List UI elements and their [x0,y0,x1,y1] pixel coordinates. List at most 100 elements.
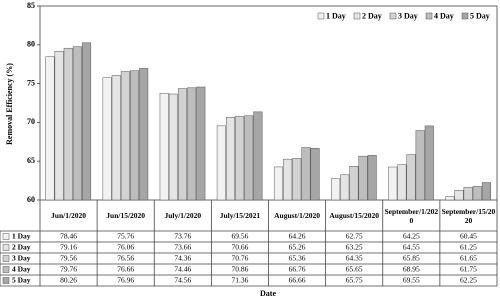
bar [388,166,398,201]
table-cell: 74.36 [174,254,191,263]
bar [102,77,112,201]
table-cell: 76.96 [117,276,134,285]
table-swatch [2,266,10,273]
y-tick-label: 65 [27,156,35,165]
x-tick-label-box: July/15/2021 [219,211,261,220]
legend-swatch [389,12,397,20]
table-swatch [2,233,10,240]
legend-swatch [317,12,325,20]
bar [367,155,377,201]
bar [244,115,254,201]
table-cell: 80.26 [60,276,77,285]
bar [72,46,82,201]
bar [415,130,425,201]
table-cell: 65.26 [289,243,306,252]
x-tick-label: Jun/1/2020 [51,211,87,220]
legend-swatch [353,12,361,20]
table-cell: 64.55 [403,243,420,252]
bar [159,92,169,201]
table-cell: 73.76 [174,232,191,241]
table-cell: 66.66 [289,276,306,285]
table-swatch [2,255,10,262]
x-tick-label-box: August/15/2020 [329,211,379,220]
bar [168,93,178,201]
x-tick-label-box: Jun/15/2020 [106,211,146,220]
table-cell: 61.65 [460,254,477,263]
bar [472,186,482,201]
x-tick-label: September/15/2020 [441,206,496,225]
legend-label: 4 Day [434,11,454,20]
legend-swatch [461,12,469,20]
y-tick-label: 60 [27,195,35,204]
bar [120,71,130,201]
table-cell: 76.66 [117,265,134,274]
table-cell: 75.76 [117,232,134,241]
bar [445,196,455,201]
table-cell: 70.86 [232,265,249,274]
y-axis-label: Removal Efficiency (%) [5,63,14,145]
x-tick-label: August/15/2020 [329,211,379,220]
x-tick-label: Jun/15/2020 [106,211,146,220]
bar [463,186,473,201]
table-cell: 74.56 [174,276,191,285]
x-tick-label: July/15/2021 [219,211,261,220]
bar [340,174,350,201]
bar [54,51,64,201]
table-cell: 79.16 [60,243,77,252]
bar [481,182,491,201]
bar [292,158,302,201]
legend-label: 1 Day [326,11,346,20]
table-cell: 61.75 [460,265,477,274]
x-tick-label-box: Jun/1/2020 [51,211,87,220]
x-tick-label-box: July/1/2020 [164,211,202,220]
table-swatch [2,277,10,284]
table-cell: 76.06 [117,243,134,252]
table-cell: 64.26 [289,232,306,241]
bar [349,165,359,201]
table-cell: 66.76 [289,265,306,274]
bar [130,70,140,201]
table-cell: 73.66 [174,243,191,252]
table-cell: 61.25 [460,243,477,252]
table-cell: 76.56 [117,254,134,263]
y-tick-label: 75 [27,78,35,87]
y-tick-label: 80 [27,40,35,49]
table-cell: 63.25 [346,243,363,252]
x-tick-label: September/1/2020 [384,206,439,225]
table-cell: 69.55 [403,276,420,285]
legend-swatch [425,12,433,20]
bar [187,87,197,201]
table-cell: 62.25 [460,276,477,285]
table-cell: 74.46 [174,265,191,274]
table-row-label: 2 Day [12,243,31,252]
bar [397,164,407,201]
bar [301,147,311,201]
bar [45,56,55,201]
bar [273,166,284,201]
table-row-label: 3 Day [12,254,31,263]
legend-label: 3 Day [398,11,418,20]
x-tick-label-box: September/1/2020 [384,206,439,225]
bar [111,75,121,201]
table-cell: 64.35 [346,254,363,263]
table-cell: 71.36 [232,276,249,285]
bar [310,148,320,201]
table-cell: 65.75 [346,276,363,285]
bar [196,86,206,201]
x-tick-label: August/1/2020 [274,211,320,220]
table-cell: 68.95 [403,265,420,274]
bar [406,154,416,201]
table-cell: 60.45 [460,232,477,241]
bar [177,88,188,201]
y-tick-label: 70 [27,117,35,126]
bar [216,125,226,201]
x-tick-label: July/1/2020 [164,211,202,220]
table-row-label: 5 Day [12,276,31,285]
y-tick-label: 85 [27,1,35,10]
table-cell: 65.65 [346,265,363,274]
bar [63,47,73,201]
table-cell: 65.36 [289,254,306,263]
bar [331,178,341,201]
table-cell: 62.75 [346,232,363,241]
